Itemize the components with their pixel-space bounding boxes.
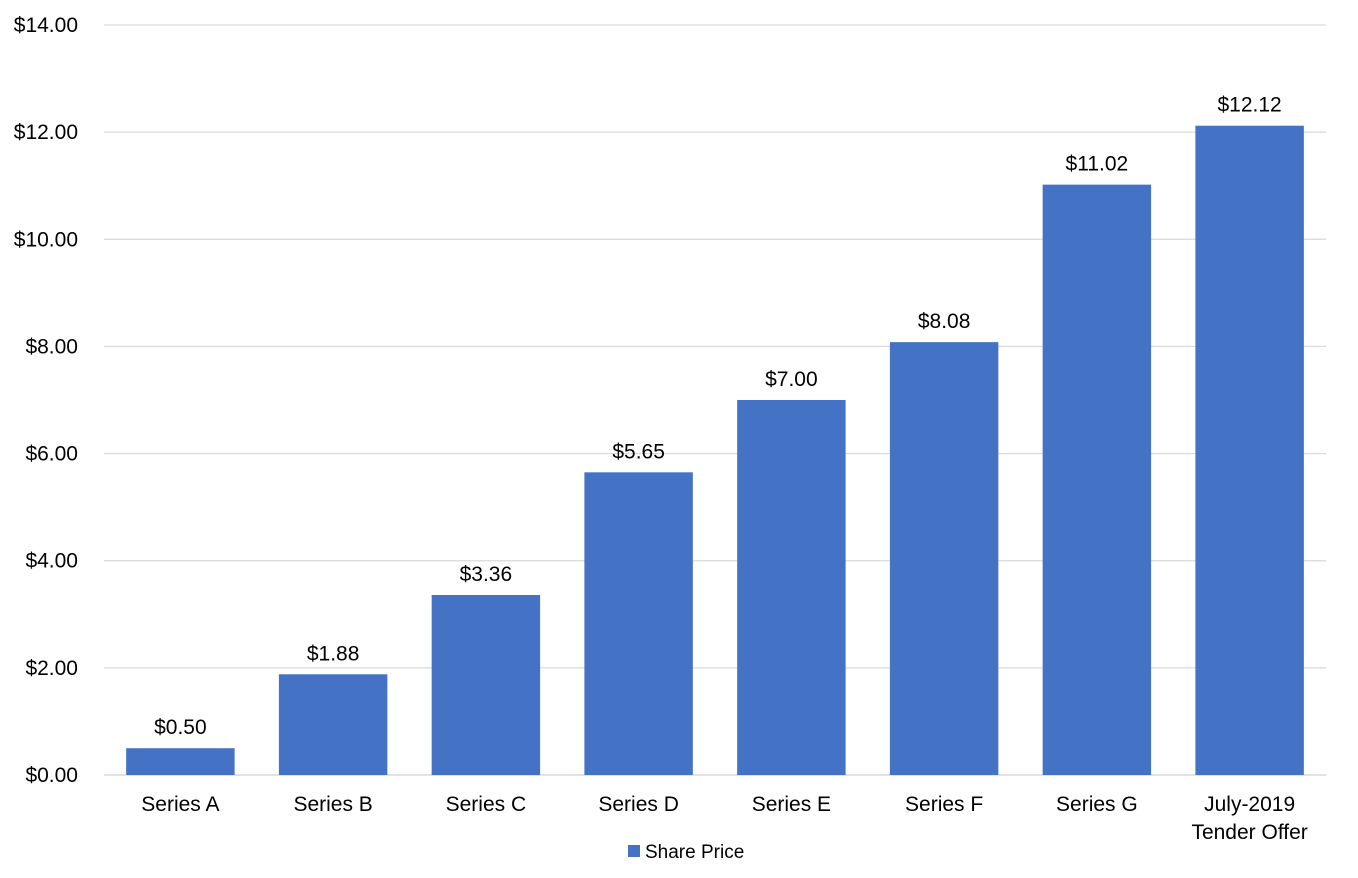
legend-label: Share Price <box>645 842 744 863</box>
bar <box>584 472 693 775</box>
x-tick-label: Series A <box>141 793 219 816</box>
data-label: $3.36 <box>460 563 513 586</box>
x-tick-label: Series E <box>752 793 831 816</box>
y-tick-label: $6.00 <box>25 443 78 466</box>
data-label: $12.12 <box>1218 94 1282 117</box>
bar <box>1042 184 1152 776</box>
data-label: $7.00 <box>765 368 818 391</box>
data-label: $11.02 <box>1066 153 1129 176</box>
bar <box>126 748 235 775</box>
data-label: $8.08 <box>918 310 971 333</box>
x-tick-label: July-2019 <box>1204 793 1295 816</box>
x-tick-label: Series D <box>598 793 679 816</box>
x-tick-label: Tender Offer <box>1191 821 1307 844</box>
y-axis-tick-labels: $0.00 $2.00 $4.00 $6.00 $8.00 $10.00 $12.00 $14… <box>14 14 78 787</box>
x-tick-label: Series B <box>293 793 372 816</box>
bar <box>278 674 388 775</box>
legend-swatch <box>628 845 640 857</box>
bar <box>1195 125 1304 775</box>
data-label: $1.88 <box>307 642 360 665</box>
data-label: $5.65 <box>612 440 665 463</box>
bar <box>889 342 999 775</box>
x-tick-label: Series C <box>446 793 527 816</box>
x-axis-tick-labels: Series A Series B Series C Series D Series E… <box>141 793 1308 844</box>
y-tick-label: $0.00 <box>25 764 78 787</box>
y-tick-label: $4.00 <box>25 550 78 573</box>
y-tick-label: $10.00 <box>14 228 78 251</box>
data-label: $0.50 <box>154 716 207 739</box>
x-tick-label: Series F <box>905 793 983 816</box>
y-tick-label: $14.00 <box>14 14 78 37</box>
data-labels: $0.50 $1.88 $3.36 $5.65 $7.00 $8.08 $11.02 $12.… <box>154 94 1282 740</box>
bar <box>431 595 541 775</box>
bar <box>737 400 846 775</box>
y-tick-label: $12.00 <box>14 121 78 144</box>
x-tick-label: Series G <box>1056 793 1138 816</box>
bars <box>126 125 1304 776</box>
y-tick-label: $8.00 <box>25 335 78 358</box>
legend: Share Price <box>628 842 744 863</box>
y-tick-label: $2.00 <box>25 657 78 680</box>
